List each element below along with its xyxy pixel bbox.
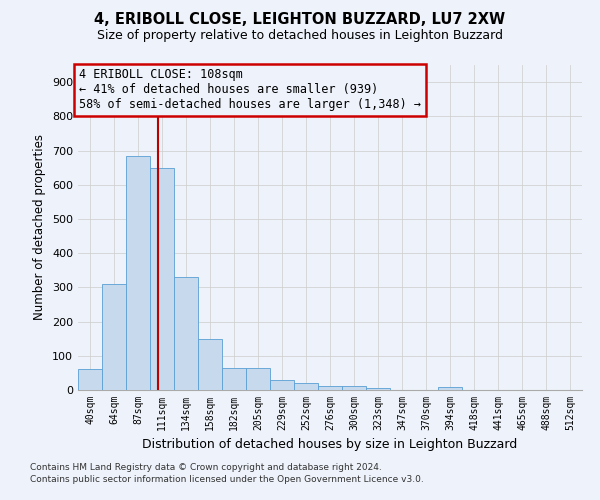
Bar	[270, 380, 294, 390]
Bar	[294, 383, 318, 390]
Bar	[198, 338, 222, 390]
Text: 4, ERIBOLL CLOSE, LEIGHTON BUZZARD, LU7 2XW: 4, ERIBOLL CLOSE, LEIGHTON BUZZARD, LU7 …	[94, 12, 506, 28]
Bar	[246, 368, 270, 390]
Text: Contains HM Land Registry data © Crown copyright and database right 2024.: Contains HM Land Registry data © Crown c…	[30, 464, 382, 472]
Text: 4 ERIBOLL CLOSE: 108sqm
← 41% of detached houses are smaller (939)
58% of semi-d: 4 ERIBOLL CLOSE: 108sqm ← 41% of detache…	[79, 68, 421, 112]
Bar	[102, 284, 126, 390]
X-axis label: Distribution of detached houses by size in Leighton Buzzard: Distribution of detached houses by size …	[142, 438, 518, 452]
Text: Contains public sector information licensed under the Open Government Licence v3: Contains public sector information licen…	[30, 475, 424, 484]
Y-axis label: Number of detached properties: Number of detached properties	[34, 134, 46, 320]
Bar	[78, 370, 102, 390]
Bar	[366, 388, 390, 390]
Text: Size of property relative to detached houses in Leighton Buzzard: Size of property relative to detached ho…	[97, 28, 503, 42]
Bar	[126, 156, 150, 390]
Bar	[222, 368, 246, 390]
Bar	[342, 386, 366, 390]
Bar	[438, 388, 462, 390]
Bar	[174, 277, 198, 390]
Bar	[150, 168, 174, 390]
Bar	[318, 386, 342, 390]
